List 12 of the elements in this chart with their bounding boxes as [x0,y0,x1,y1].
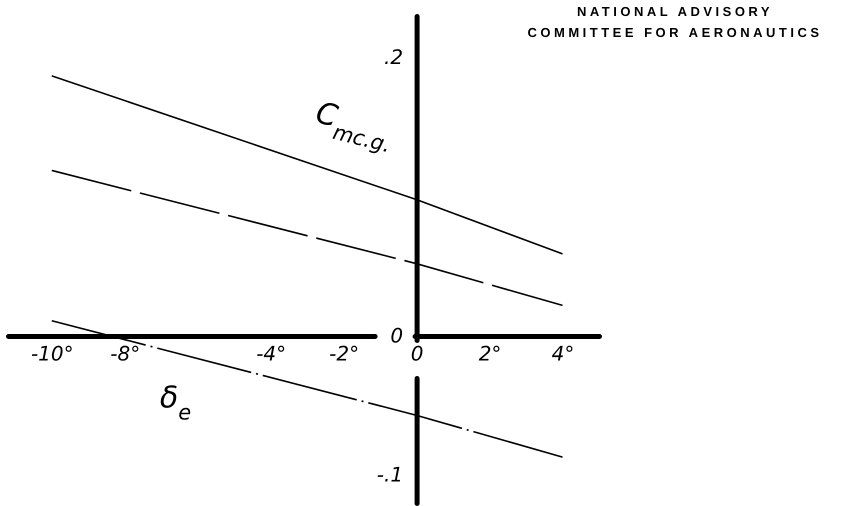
x-tick-label: -4° [256,342,286,366]
x-tick-label: -8° [110,342,140,366]
x-tick-label: 0 [410,342,424,366]
x-tick-label: 2° [478,342,502,366]
y-tick-label: 0 [390,324,404,348]
x-tick-label: -2° [329,342,360,366]
annotation: NATIONAL ADVISORY COMMITTEE FOR AERONAUTICS [527,4,823,40]
y-tick-label: .2 [384,45,404,70]
x-tick-label: 4° [552,342,574,366]
x-tick-label: -10° [30,342,74,366]
y-tick-label: -.1 [376,462,404,487]
x-axis-title: δ$_{e}$ [160,380,192,425]
